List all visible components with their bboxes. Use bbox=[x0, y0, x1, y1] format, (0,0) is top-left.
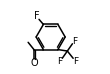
Text: O: O bbox=[30, 58, 38, 68]
Text: F: F bbox=[72, 37, 77, 46]
Text: F: F bbox=[34, 11, 40, 21]
Text: F: F bbox=[73, 57, 78, 66]
Text: F: F bbox=[58, 57, 63, 66]
